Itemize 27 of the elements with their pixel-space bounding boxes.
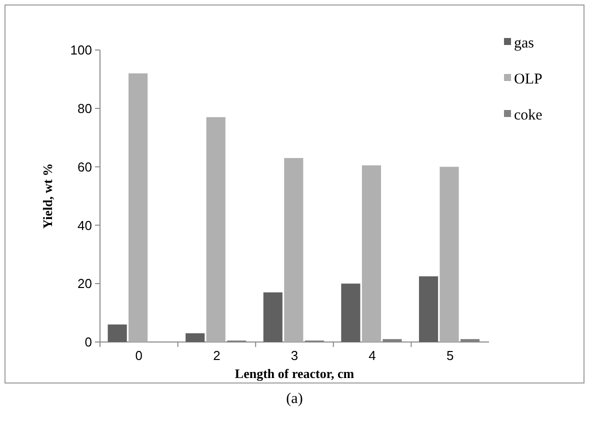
x-tick-label: 2 [213,348,220,363]
bar [440,166,459,342]
x-tick-label: 3 [290,348,298,363]
x-tick-label: 0 [135,348,143,363]
y-tick-label: 80 [78,100,92,116]
x-tick-label: 4 [368,348,376,363]
bar [128,73,148,342]
x-tick-label: 5 [446,348,454,363]
bar [418,276,438,342]
bar [206,117,226,342]
y-tick-label: 20 [78,276,92,292]
y-tick-label: 0 [84,334,92,350]
y-tick-label: 40 [78,218,92,233]
legend-label: OLP [514,71,542,88]
y-axis-title: Yield, wt % [40,163,55,229]
bar [362,165,382,342]
y-tick-label: 100 [70,42,92,58]
bar [263,292,282,342]
bar [108,324,127,342]
legend-label: coke [514,107,543,124]
bar [284,158,304,342]
y-tick-label: 60 [78,159,92,174]
legend-label: gas [514,35,534,52]
text: (a) [286,391,303,407]
x-axis-title: Length of reactor, cm [234,366,354,381]
bar [341,284,360,342]
bar [186,333,205,342]
